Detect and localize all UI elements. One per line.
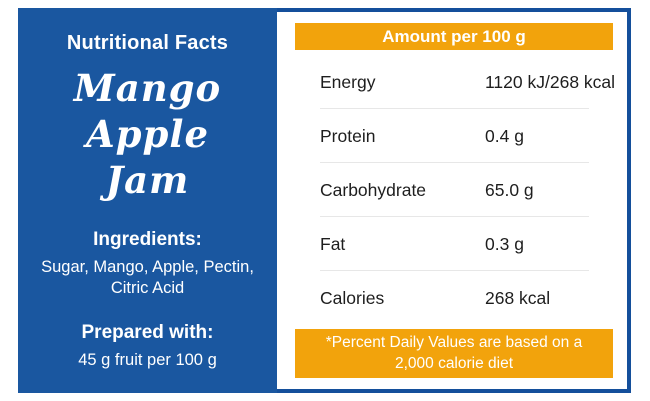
nutrient-label: Protein [320,125,376,146]
nutrient-value: 0.4 g [485,125,524,146]
daily-values-footnote: *Percent Daily Values are based on a 2,0… [295,329,613,378]
table-row-fat: Fat 0.3 g [295,217,613,271]
product-name-line2: Jam [105,158,190,202]
table-row-energy: Energy 1120 kJ/268 kcal [295,55,616,109]
ingredients-heading: Ingredients: [93,229,202,250]
amount-per-100g-header: Amount per 100 g [295,23,613,50]
nutrient-label: Fat [320,233,346,254]
sugar-content-heading: Total Sugar Content: [34,399,261,401]
nutrient-label: Calories [320,287,385,308]
nutrient-value: 0.3 g [485,233,524,254]
panel-title: Nutritional Facts [66,32,229,54]
footnote-line2: 2,000 calorie diet [394,355,514,372]
product-name: Mango Apple Jam [34,65,261,203]
table-row-calories: Calories 268 kcal [295,271,613,325]
table-row-protein: Protein 0.4 g [295,109,613,163]
table-row-carbohydrate: Carbohydrate 65.0 g [295,163,613,217]
prepared-with-text: 45 g fruit per 100 g [78,351,217,369]
ingredients-text: Sugar, Mango, Apple, Pectin, Citric Acid [41,258,254,297]
nutrient-label: Energy [320,71,376,92]
nutrient-table: Energy 1120 kJ/268 kcal Protein 0.4 g Ca… [295,55,616,325]
footnote-line1: *Percent Daily Values are based on a [325,334,583,351]
label-card: Nutritional Facts Mango Apple Jam Ingred… [18,8,631,401]
nutrition-table-panel: Amount per 100 g Energy 1120 kJ/268 kcal… [277,8,631,393]
product-name-line1: Mango Apple [73,66,222,156]
prepared-with-heading: Prepared with: [81,322,214,343]
product-info-panel: Nutritional Facts Mango Apple Jam Ingred… [18,8,277,401]
nutrient-value: 65.0 g [485,179,534,200]
nutrient-value: 1120 kJ/268 kcal [485,71,616,92]
nutrient-label: Carbohydrate [320,179,427,200]
nutrient-value: 268 kcal [485,287,551,308]
